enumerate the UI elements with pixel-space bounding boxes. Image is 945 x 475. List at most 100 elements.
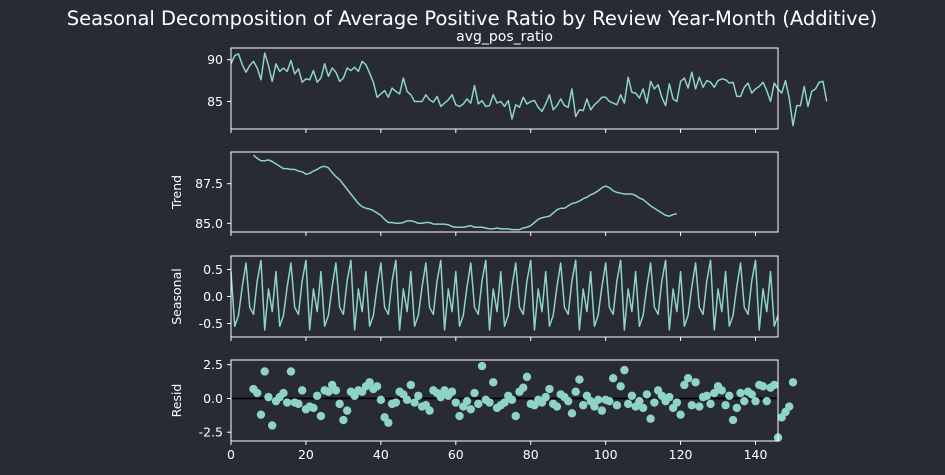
resid-point: [545, 384, 554, 394]
y-tick-label: -0.5: [199, 316, 223, 331]
resid-point: [425, 406, 434, 415]
resid-point: [762, 396, 771, 406]
resid-point: [312, 391, 322, 400]
x-tick-label: 40: [373, 447, 389, 462]
resid-point: [489, 378, 498, 387]
y-axis-label: Trend: [169, 175, 184, 210]
resid-point: [608, 374, 618, 383]
resid-point: [578, 401, 588, 410]
resid-point: [590, 402, 599, 411]
resid-point: [725, 391, 734, 400]
resid-point: [676, 410, 685, 419]
resid-point: [470, 388, 479, 398]
resid-point: [309, 403, 318, 413]
resid-point: [616, 382, 625, 391]
resid-point: [732, 403, 741, 413]
resid-point: [575, 375, 584, 384]
resid-point: [627, 391, 637, 400]
resid-point: [511, 411, 520, 421]
observed-line: [230, 52, 828, 127]
resid-point: [297, 386, 307, 395]
x-tick-label: 0: [227, 447, 235, 462]
resid-point: [264, 392, 273, 402]
resid-point: [279, 388, 288, 398]
resid-point: [294, 399, 303, 409]
resid-point: [736, 388, 745, 398]
y-tick-label: 87.5: [195, 176, 223, 191]
x-tick-label: 120: [669, 447, 693, 462]
observed-frame: [230, 47, 779, 130]
resid-point: [642, 390, 652, 399]
x-tick-label: 140: [744, 447, 768, 462]
resid-point: [335, 399, 344, 409]
resid-point: [728, 415, 738, 425]
y-axis-label: Resid: [169, 384, 184, 418]
x-tick-label: 100: [594, 447, 618, 462]
resid-point: [376, 395, 386, 405]
resid-point: [605, 396, 614, 406]
y-tick-label: -2.5: [199, 425, 223, 440]
resid-point: [500, 398, 509, 407]
resid-point: [710, 388, 719, 398]
resid-point: [687, 401, 697, 410]
resid-point: [282, 398, 292, 407]
resid-point: [785, 402, 794, 411]
y-axis-label: Seasonal: [169, 268, 184, 325]
resid-point: [339, 415, 348, 425]
resid-point: [414, 391, 423, 400]
resid-point: [316, 411, 326, 421]
resid-point: [612, 401, 622, 410]
resid-point: [695, 402, 704, 411]
x-tick-label: 80: [523, 447, 539, 462]
resid-point: [706, 399, 715, 409]
resid-point: [462, 396, 472, 406]
resid-point: [597, 406, 607, 415]
resid-point: [646, 414, 655, 423]
resid-point: [260, 367, 269, 376]
resid-point: [522, 372, 532, 382]
resid-point: [691, 378, 700, 387]
resid-point: [436, 392, 446, 402]
resid-point: [391, 398, 401, 407]
resid-point: [410, 398, 419, 407]
resid-point: [474, 399, 483, 409]
resid-point: [665, 392, 674, 402]
resid-point: [552, 402, 562, 411]
resid-point: [455, 411, 464, 421]
panel-resid: 2.5 0.0 -2.5 0 20 40 60 80 100 120 140 Resid: [169, 357, 798, 462]
resid-point: [451, 398, 460, 407]
resid-point: [623, 399, 633, 409]
panel-observed: 85 90 avg_pos_ratio: [207, 29, 828, 133]
resid-point: [571, 387, 580, 396]
y-tick-label: 85.0: [195, 216, 223, 231]
resid-point: [620, 365, 629, 375]
resid-point: [324, 387, 333, 396]
resid-point: [342, 406, 352, 415]
panel-trend: 85.0 87.5 Trend: [169, 151, 779, 236]
resid-point: [672, 398, 682, 407]
resid-point: [567, 409, 577, 418]
resid-point: [519, 383, 528, 392]
resid-point: [721, 401, 730, 410]
resid-point: [447, 387, 457, 396]
resid-point: [770, 380, 779, 390]
trend-line: [252, 154, 677, 231]
resid-point: [683, 374, 693, 383]
panels: 85 90 avg_pos_ratio 85.0 87.5 Trend 0.5 0.0 -0.5…: [169, 29, 828, 462]
trend-frame: [230, 151, 779, 233]
resid-point: [740, 396, 749, 406]
resid-point: [507, 395, 517, 405]
panel-title: avg_pos_ratio: [456, 29, 553, 45]
resid-point: [485, 398, 494, 407]
resid-point: [593, 395, 603, 405]
x-tick-label: 20: [298, 447, 314, 462]
resid-point: [638, 403, 648, 413]
resid-point: [372, 382, 382, 391]
resid-point: [384, 418, 393, 427]
resid-point: [402, 395, 412, 405]
chart-title: Seasonal Decomposition of Average Positi…: [67, 7, 878, 30]
resid-point: [680, 380, 689, 390]
resid-point: [717, 386, 727, 395]
resid-point: [788, 378, 798, 387]
resid-point: [253, 388, 262, 398]
